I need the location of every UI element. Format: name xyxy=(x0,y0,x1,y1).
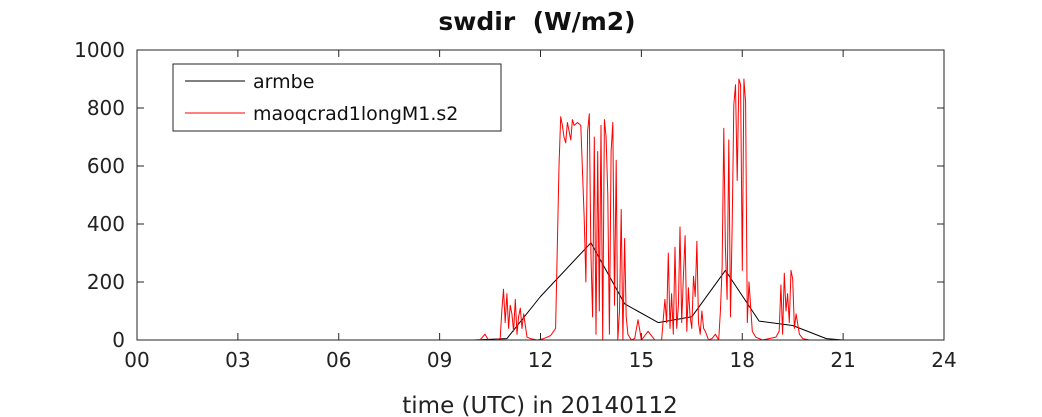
x-tick-label: 12 xyxy=(528,348,553,372)
x-tick-label: 09 xyxy=(427,348,452,372)
y-tick-label: 600 xyxy=(87,154,125,178)
chart-title: swdir (W/m2) xyxy=(438,7,635,36)
y-tick-label: 200 xyxy=(87,270,125,294)
x-tick-label: 18 xyxy=(730,348,755,372)
y-tick-label: 1000 xyxy=(74,38,125,62)
y-tick-label: 800 xyxy=(87,96,125,120)
x-axis: 00 03 06 09 12 15 18 21 24 xyxy=(124,50,957,372)
x-tick-label: 03 xyxy=(225,348,250,372)
x-tick-label: 24 xyxy=(931,348,956,372)
y-tick-label: 400 xyxy=(87,212,125,236)
series-line-maoqcrad1longm1-s2 xyxy=(137,78,944,341)
x-tick-label: 15 xyxy=(629,348,654,372)
y-tick-label: 0 xyxy=(112,328,125,352)
legend-entry-label: armbe xyxy=(253,71,314,93)
legend-box xyxy=(172,63,502,132)
x-axis-label: time (UTC) in 20140112 xyxy=(402,393,677,417)
legend: armbe maoqcrad1longM1.s2 xyxy=(172,63,502,132)
legend-entry-label: maoqcrad1longM1.s2 xyxy=(253,103,458,125)
y-axis: 0 200 400 600 800 1000 xyxy=(74,38,944,352)
x-tick-label: 06 xyxy=(326,348,351,372)
x-tick-label: 00 xyxy=(124,348,149,372)
x-tick-label: 21 xyxy=(830,348,855,372)
